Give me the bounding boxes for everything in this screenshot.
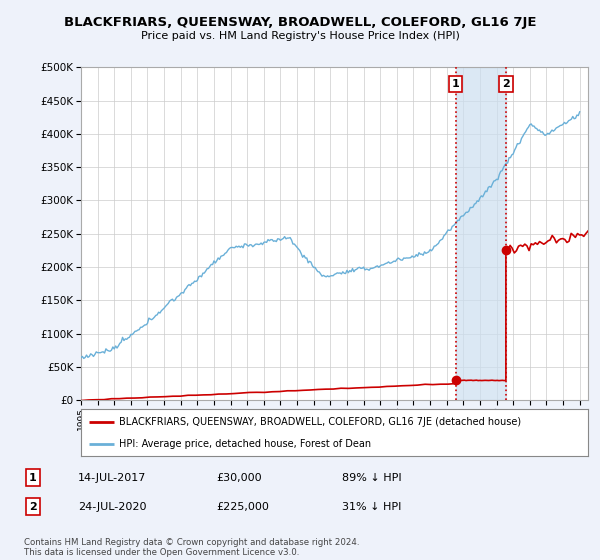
- Text: 1: 1: [29, 473, 37, 483]
- Text: 89% ↓ HPI: 89% ↓ HPI: [342, 473, 401, 483]
- Text: £30,000: £30,000: [216, 473, 262, 483]
- Text: Price paid vs. HM Land Registry's House Price Index (HPI): Price paid vs. HM Land Registry's House …: [140, 31, 460, 41]
- Text: £225,000: £225,000: [216, 502, 269, 512]
- Text: HPI: Average price, detached house, Forest of Dean: HPI: Average price, detached house, Fore…: [119, 438, 371, 449]
- Text: 14-JUL-2017: 14-JUL-2017: [78, 473, 146, 483]
- Text: 2: 2: [29, 502, 37, 512]
- Text: 31% ↓ HPI: 31% ↓ HPI: [342, 502, 401, 512]
- Text: 2: 2: [502, 79, 510, 89]
- Text: 1: 1: [452, 79, 460, 89]
- Bar: [455, 67, 506, 400]
- Text: BLACKFRIARS, QUEENSWAY, BROADWELL, COLEFORD, GL16 7JE: BLACKFRIARS, QUEENSWAY, BROADWELL, COLEF…: [64, 16, 536, 29]
- Text: 24-JUL-2020: 24-JUL-2020: [78, 502, 146, 512]
- Text: BLACKFRIARS, QUEENSWAY, BROADWELL, COLEFORD, GL16 7JE (detached house): BLACKFRIARS, QUEENSWAY, BROADWELL, COLEF…: [119, 417, 521, 427]
- Text: Contains HM Land Registry data © Crown copyright and database right 2024.
This d: Contains HM Land Registry data © Crown c…: [24, 538, 359, 557]
